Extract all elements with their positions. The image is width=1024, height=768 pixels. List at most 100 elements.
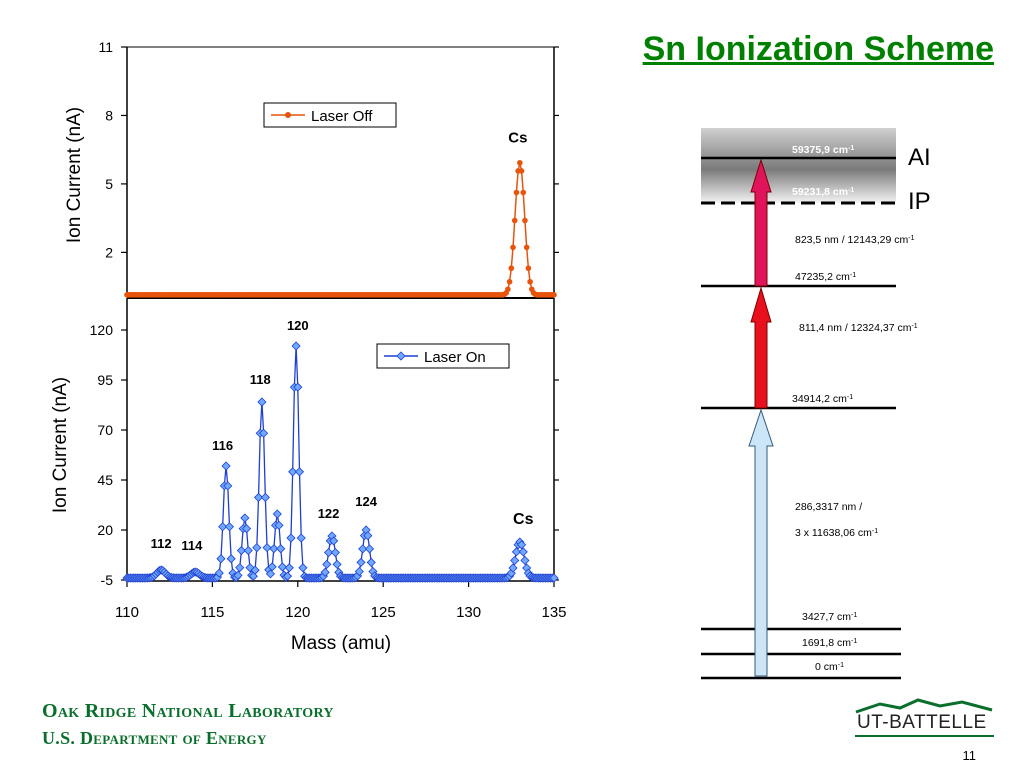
bottom-peak-label: Cs	[513, 511, 534, 528]
x-tick-label: 125	[371, 604, 396, 621]
laser-on-point	[276, 544, 286, 554]
x-tick-label: 135	[541, 604, 566, 621]
laser-on-point	[282, 571, 293, 581]
laser-off-legend: Laser Off	[263, 102, 397, 128]
laser-off-point	[513, 189, 520, 196]
laser-on-point	[216, 554, 226, 564]
laser-on-point	[294, 467, 305, 477]
laser-on-legend: Laser On	[376, 343, 510, 369]
laser-on-point	[240, 513, 250, 523]
bottom-peak-label: 116	[212, 438, 233, 453]
x-tick-label: 120	[285, 604, 310, 621]
page-number: 11	[962, 748, 977, 763]
level-3427-label: 3427,7 cm-1	[802, 611, 857, 623]
logo-mountains	[855, 698, 993, 714]
laser-off-series	[124, 159, 557, 298]
bottom-y-tick-label: 70	[97, 422, 113, 438]
ai-label: AI	[908, 144, 931, 171]
laser-on-point	[508, 563, 518, 573]
laser-on-point	[236, 545, 247, 556]
laser-on-point	[269, 544, 279, 554]
laser-on-point	[265, 569, 276, 579]
laser-on-point	[329, 536, 339, 546]
laser-on-point	[354, 566, 364, 577]
org-name: Oak Ridge National Laboratory	[42, 700, 334, 722]
legend-marker	[396, 351, 406, 361]
bottom-peak-label: 122	[318, 506, 340, 521]
level-ai-energy: 59375,9 cm-1	[792, 144, 854, 156]
uv-transition-arrow	[748, 408, 774, 677]
laser-on-point	[510, 555, 520, 566]
bottom-y-ticks: 120 95 70 45 20 -5	[90, 322, 559, 588]
laser-off-point	[505, 286, 511, 293]
laser-off-point	[523, 244, 530, 251]
bottom-y-tick-label: 45	[97, 472, 113, 488]
laser-on-point	[257, 397, 267, 407]
laser-on-point	[364, 544, 375, 554]
laser-on-point	[272, 509, 282, 519]
top-annotations: Cs	[508, 129, 527, 146]
laser-on-point	[363, 531, 373, 541]
laser-on-point	[262, 543, 272, 553]
laser-on-point	[291, 341, 301, 351]
bottom-annotations: 112 114 116 118 120 122 124 Cs	[151, 318, 534, 553]
bottom-y-tick-label: 120	[90, 322, 114, 338]
laser-off-point	[506, 278, 513, 285]
laser-on-point	[511, 547, 521, 557]
laser-off-point	[518, 168, 525, 174]
laser-on-point	[274, 520, 284, 530]
laser-off-point	[522, 217, 528, 224]
laser-on-point	[248, 571, 258, 581]
laser-off-line	[127, 162, 554, 296]
org-department: U.S. Department of Energy	[42, 728, 267, 748]
laser-off-point	[551, 292, 557, 298]
bottom-peak-label: 118	[250, 372, 271, 387]
laser-off-point	[520, 189, 527, 196]
laser-on-point	[224, 522, 235, 532]
laser-on-point	[358, 544, 368, 554]
energy-level-diagram: 59375,9 cm-1 59231,8 cm-1 AI IP 47235,2 …	[701, 128, 931, 680]
level-ip-energy: 59231,8 cm-1	[792, 186, 854, 198]
legend-label: Laser On	[424, 349, 486, 366]
laser-on-point	[356, 557, 366, 567]
laser-on-point	[253, 492, 264, 502]
laser-on-point	[260, 492, 270, 502]
x-tick-label: 115	[200, 604, 224, 621]
laser-on-point	[322, 559, 332, 569]
bottom-y-axis-label: Ion Current (nA)	[50, 377, 71, 513]
ip-label: IP	[908, 188, 931, 215]
top-y-tick-label: 2	[105, 244, 113, 260]
laser-on-point	[241, 524, 252, 534]
uv-transition-label-2: 3 x 11638,06 cm-1	[795, 527, 878, 539]
x-axis-label: Mass (amu)	[291, 633, 391, 654]
laser-off-point	[510, 244, 516, 251]
laser-on-point	[518, 547, 528, 557]
laser-on-point	[250, 565, 260, 575]
laser-on-point	[223, 481, 233, 491]
bottom-y-tick-label: 95	[97, 372, 113, 388]
laser-on-point	[284, 563, 294, 573]
top-y-tick-label: 11	[98, 39, 113, 55]
laser-off-chart: 11 8 5 2 Ion Current (nA) Laser Off Cs	[64, 39, 559, 299]
pink-transition-arrow	[750, 158, 772, 287]
top-y-axis-label: Ion Current (nA)	[64, 107, 85, 243]
laser-on-point	[221, 461, 231, 471]
laser-on-point	[520, 555, 530, 566]
top-y-tick-label: 5	[105, 176, 113, 192]
x-tick-label: 110	[115, 604, 139, 621]
ut-battelle-logo	[855, 698, 994, 737]
bottom-peak-label: 124	[355, 494, 377, 509]
level-34914-label: 34914,2 cm-1	[792, 393, 853, 405]
logo-text: UT-BATTELLE	[857, 712, 987, 733]
laser-on-point	[252, 543, 262, 553]
bottom-peak-label: 112	[151, 536, 172, 551]
laser-on-point	[332, 559, 342, 569]
laser-on-point	[288, 467, 298, 477]
laser-on-point	[298, 563, 308, 573]
laser-on-point	[286, 533, 296, 543]
ionization-continuum-band	[701, 128, 896, 203]
laser-on-point	[226, 554, 236, 564]
level-47235-label: 47235,2 cm-1	[795, 271, 856, 283]
top-y-tick-label: 8	[105, 107, 113, 123]
